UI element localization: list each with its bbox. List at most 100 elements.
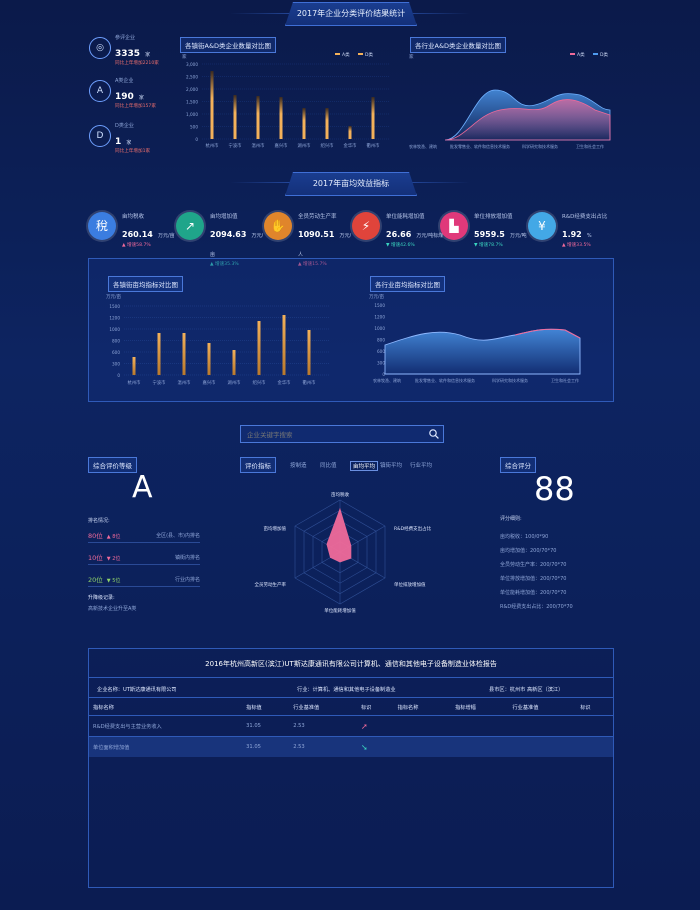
summary-label: A类企业: [115, 78, 134, 84]
x-tick: 批发零售业、软件和信息技术服务: [450, 143, 510, 149]
table-header: 指标名称: [397, 704, 419, 711]
table-cell: 31.05: [246, 744, 261, 750]
bar: [256, 96, 260, 139]
rank-scope: 全区(县、市)内排名: [156, 533, 200, 539]
kpi-sub: ▼ 增速42.6%: [386, 243, 415, 248]
legend-a: A类: [577, 51, 585, 58]
table-cell: [394, 716, 451, 737]
y-axis-unit: 家: [182, 53, 187, 60]
legend-a: A类: [342, 51, 350, 58]
x-tick: 金华市: [344, 142, 358, 149]
chart-title: 各行业A&D类企业数量对比图: [410, 37, 507, 53]
table-row[interactable]: R&D经费支出与主营业务收入 31.05 2.53 ➚: [89, 715, 613, 737]
bar: [232, 350, 236, 375]
summary-sub: 同比上年增加157家: [115, 104, 156, 109]
x-tick: 金华市: [278, 379, 292, 386]
arrow-down-icon: ➘: [360, 742, 368, 752]
kpi-name: 全员劳动生产率: [298, 214, 337, 220]
kpi-sub: ▼ 增速78.7%: [474, 243, 503, 248]
chart-title: 各行业亩均指标对比图: [370, 276, 445, 292]
legend-d: D类: [600, 51, 608, 58]
y-tick: 600: [377, 349, 385, 354]
x-tick: 卫生和社会工作: [576, 143, 604, 149]
kpi-value: 1090.51 万元/人: [298, 230, 352, 258]
tab-3[interactable]: 镇街平均: [380, 463, 403, 469]
y-axis-unit: 万元/亩: [106, 293, 122, 300]
y-tick: 1,500: [186, 100, 198, 105]
radar-label: 亩均税收: [331, 491, 349, 498]
growth-icon: ↗: [176, 212, 204, 240]
series-line: [514, 328, 581, 339]
score-row: 全员劳动生产率：200/70*70: [500, 562, 567, 568]
table-cell: [576, 737, 613, 758]
kpi-sub: ▲ 增速58.7%: [122, 243, 151, 248]
tab-1[interactable]: 同比值: [320, 463, 337, 469]
rank-title: 排名情况:: [88, 518, 110, 524]
upgrade-title: 升降级记录:: [88, 595, 115, 601]
y-tick: 600: [112, 350, 120, 355]
tab-2[interactable]: 亩均平均: [350, 461, 379, 471]
radar-label: 全员劳动生产率: [255, 581, 287, 588]
table-row[interactable]: 单位面积增加值 31.05 2.53 ➘: [89, 736, 613, 758]
rank-scope: 行业内排名: [174, 577, 200, 583]
kpi-value: 5959.5 万元/吨: [474, 230, 527, 239]
radar-label: 亩均增加值: [264, 525, 287, 532]
mu-bar-chart: 万元/亩 1500 1200 1000 800 600 300 0 杭州市 宁波市 温州市 嘉兴市 湖州…: [106, 293, 330, 386]
search-input[interactable]: [245, 427, 419, 442]
kpi-sub: ▲ 增速33.5%: [562, 243, 591, 248]
tab-4[interactable]: 行业平均: [410, 463, 433, 469]
grade-d-icon: D: [89, 125, 111, 147]
energy-icon: ⚡: [352, 212, 380, 240]
search-box[interactable]: [240, 425, 444, 443]
table-cell: R&D经费支出与主营业务收入: [93, 723, 162, 730]
bar: [325, 108, 329, 139]
score-row: 亩均税收：100/0*90: [500, 534, 549, 540]
radar-label: 单位能耗增加值: [324, 607, 356, 614]
summary-value: 3335 家: [115, 49, 151, 59]
summary-sub: 同比上年增加1家: [115, 149, 151, 154]
bar: [282, 315, 286, 375]
y-axis-unit: 家: [409, 53, 414, 60]
emission-icon: ▙: [440, 212, 468, 240]
kpi-sub: ▲ 增速15.7%: [298, 262, 327, 267]
x-tick: 宁波市: [153, 379, 167, 386]
rank-row: 20位 ▼ 5位 行业内排名: [88, 574, 200, 587]
kpi-value: 2094.63 万元/亩: [210, 230, 264, 258]
y-tick: 800: [377, 338, 385, 343]
search-icon[interactable]: [429, 429, 439, 439]
table-header: 行业基准值: [512, 704, 539, 711]
tab-0[interactable]: 按制造: [290, 463, 307, 469]
y-tick: 2,000: [186, 87, 198, 92]
radar-title: 评价指标: [240, 457, 276, 473]
bar: [257, 321, 261, 375]
rank-value: 80位: [88, 532, 103, 540]
x-tick: 温州市: [178, 379, 192, 386]
radar-area: [326, 507, 352, 563]
rank-change: ▲ 8位: [106, 534, 121, 540]
y-tick: 1200: [109, 316, 120, 321]
y-tick: 1200: [374, 315, 385, 320]
table-cell: [451, 716, 508, 737]
x-tick: 杭州市: [128, 379, 142, 386]
summary-item: 参评企业 3335 家同比上年增加2210家: [115, 34, 159, 66]
y-tick: 2,500: [186, 75, 198, 80]
kpi-name: R&D经费支出占比: [562, 214, 608, 220]
x-tick: 科学研究和技术服务: [492, 377, 528, 383]
upgrade-text: 高新技术企业升至A类: [88, 606, 137, 612]
kpi-item: 单位排放增加值 5959.5 万元/吨 ▼ 增速78.7%: [474, 212, 532, 248]
report-industry: 行业：计算机、通信和其他电子设备制造业: [297, 687, 396, 693]
comparison-panel: [88, 258, 614, 402]
legend-d: D类: [365, 51, 373, 58]
bar: [279, 97, 283, 139]
bar: [210, 71, 214, 139]
kpi-item: 单位能耗增加值 26.66 万元/吨标煤 ▼ 增速42.6%: [386, 212, 444, 248]
x-tick: 衢州市: [303, 379, 317, 386]
report-title: 2016年杭州高新区(滨江)UT斯达康通讯有限公司计算机、通信和其他电子设备制造…: [205, 660, 497, 668]
table-header: 标识: [580, 704, 591, 711]
rd-icon: ¥: [528, 212, 556, 240]
y-tick: 1500: [374, 303, 385, 308]
kpi-name: 单位能耗增加值: [386, 214, 425, 220]
summary-item: D类企业 1 家同比上年增加1家: [115, 122, 150, 154]
